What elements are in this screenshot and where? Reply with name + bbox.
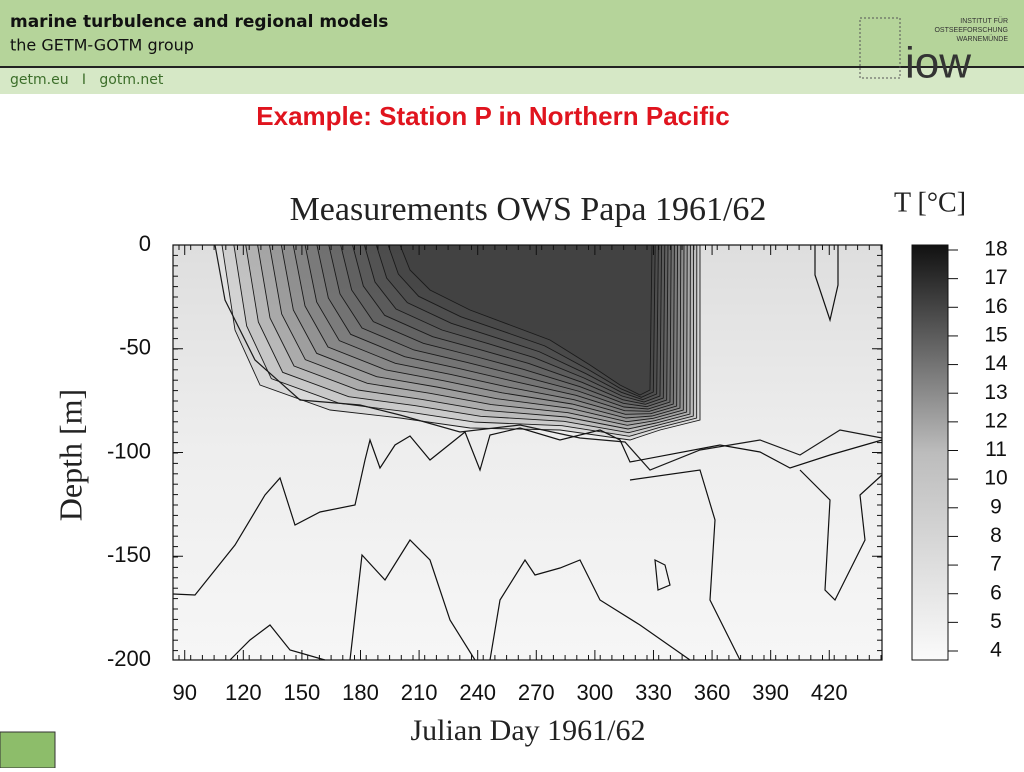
colorbar-tick-label: 6 [990,581,1002,604]
isotherm [340,244,669,408]
logo-mark: iow [905,39,971,88]
colorbar-tick-label: 18 [984,238,1007,261]
x-tick-label: 360 [694,680,731,705]
colorbar-label: T [°C] [894,187,966,218]
isotherm [387,244,656,398]
y-tick-label: -150 [107,542,151,567]
logo: INSTITUT FÜR OSTSEEFORSCHUNG WARNEMÜNDE … [859,17,1009,88]
colorbar-tick-label: 7 [990,553,1002,576]
y-tick-label: -50 [119,335,151,360]
plot-area [173,245,882,660]
deep-contours [172,245,883,661]
logo-text: INSTITUT FÜR [960,17,1008,25]
isotherm [245,244,695,434]
x-tick-label: 150 [284,680,321,705]
x-tick-label: 300 [577,680,614,705]
colorbar-tick-label: 15 [984,323,1007,346]
x-tick-label: 270 [518,680,555,705]
x-tick-label: 120 [225,680,262,705]
y-tick-label: 0 [139,231,151,256]
isotherm [363,244,663,403]
x-tick-label: 330 [635,680,672,705]
isotherm [292,244,682,419]
colorbar-tick-label: 8 [990,524,1002,547]
x-tick-label: 90 [172,680,196,705]
x-axis-label: Julian Day 1961/62 [411,714,646,747]
colorbar-tick-label: 11 [985,438,1007,461]
colorbar-tick-label: 16 [984,295,1007,318]
isotherm [233,244,698,437]
corner-block [0,731,56,769]
isotherm [214,244,883,471]
colorbar-tick-label: 5 [990,610,1002,633]
isotherm [268,244,688,426]
header-band [0,0,1024,66]
logo-text: OSTSEEFORSCHUNG [934,27,1008,34]
isotherm [399,244,653,396]
x-tick-label: 180 [342,680,379,705]
colorbar-tick-label: 13 [984,381,1007,404]
logo-text: WARNEMÜNDE [957,35,1009,43]
colorbar [911,244,949,661]
x-tick-label: 240 [459,680,496,705]
colorbar-tick-label: 9 [990,495,1002,518]
header-links[interactable]: getm.eu I gotm.net [10,72,164,88]
colorbar-tick-label: 14 [984,352,1008,375]
axes: 90 120 150 180 210 240 270 300 330 360 390 420 0 -50 -… [107,231,1008,705]
chart-title: Measurements OWS Papa 1961/62 [290,191,767,228]
link-band [0,68,1024,94]
header-subtitle: the GETM-GOTM group [10,36,194,55]
x-tick-label: 210 [401,680,438,705]
y-axis-label: Depth [m] [52,389,88,521]
temperature-field [214,244,883,471]
colorbar-tick-label: 17 [984,266,1007,289]
isotherm [304,244,679,415]
isotherm [316,244,675,412]
x-tick-label: 420 [811,680,848,705]
slide-title: Example: Station P in Northern Pacific [256,101,729,131]
x-tick-label: 390 [752,680,789,705]
header-title: marine turbulence and regional models [10,12,388,32]
colorbar-tick-label: 4 [990,639,1002,662]
colorbar-tick-label: 10 [984,467,1007,490]
colorbar-tick-label: 12 [984,409,1007,432]
y-tick-label: -200 [107,646,151,671]
y-tick-label: -100 [107,438,151,463]
isotherm [375,244,659,401]
